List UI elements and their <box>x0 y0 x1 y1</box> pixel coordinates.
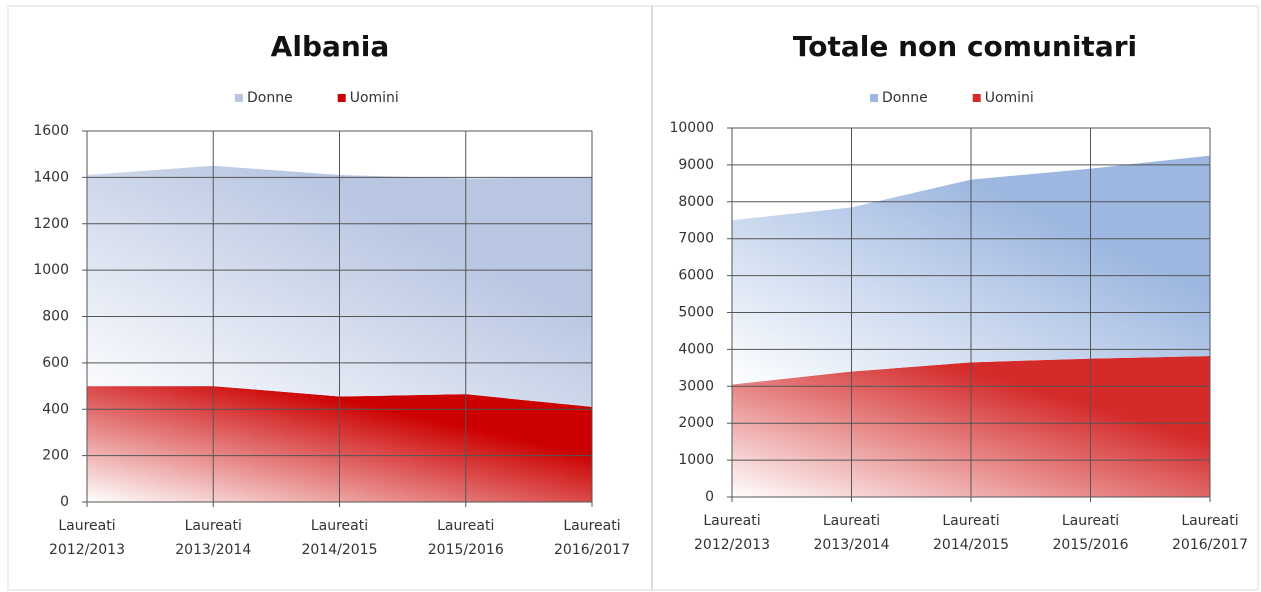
y-tick-label: 1400 <box>33 169 69 185</box>
y-tick-label: 1600 <box>33 123 69 139</box>
y-tick-label: 400 <box>42 401 69 417</box>
x-tick-label: Laureati 2015/2016 <box>1053 513 1129 553</box>
x-tick-label: Laureati 2016/2017 <box>1172 513 1248 553</box>
x-tick-label: Laureati 2014/2015 <box>933 513 1009 553</box>
x-tick-label: Laureati 2013/2014 <box>814 513 890 553</box>
y-tick-label: 1000 <box>678 452 714 468</box>
y-tick-label: 9000 <box>678 157 714 173</box>
x-tick-label: Laureati 2012/2013 <box>49 518 125 558</box>
y-tick-label: 4000 <box>678 341 714 357</box>
y-tick-label: 800 <box>42 309 69 325</box>
x-tick-label: Laureati 2016/2017 <box>554 518 630 558</box>
legend-swatch <box>972 94 981 102</box>
y-tick-label: 0 <box>705 489 714 505</box>
y-tick-label: 10000 <box>669 120 714 136</box>
x-tick-label: Laureati 2012/2013 <box>694 513 770 553</box>
legend-swatch <box>337 94 346 102</box>
frame <box>7 5 1259 591</box>
legend-label: Donne <box>247 90 293 106</box>
y-tick-label: 0 <box>60 494 69 510</box>
legend-label: Uomini <box>985 90 1034 106</box>
y-tick-label: 3000 <box>678 378 714 394</box>
y-tick-label: 6000 <box>678 268 714 284</box>
y-tick-label: 1200 <box>33 216 69 232</box>
x-tick-label: Laureati 2015/2016 <box>428 518 504 558</box>
chart-title: Albania <box>271 30 390 63</box>
x-tick-label: Laureati 2014/2015 <box>302 518 378 558</box>
legend-swatch <box>235 94 243 102</box>
legend-label: Uomini <box>350 90 399 106</box>
y-tick-label: 2000 <box>678 415 714 431</box>
y-tick-label: 600 <box>42 355 69 371</box>
legend-label: Donne <box>882 90 928 106</box>
y-tick-label: 1000 <box>33 262 69 278</box>
legend-swatch <box>870 94 878 102</box>
y-tick-label: 7000 <box>678 231 714 247</box>
y-tick-label: 8000 <box>678 194 714 210</box>
y-tick-label: 5000 <box>678 305 714 321</box>
y-tick-label: 200 <box>42 448 69 464</box>
x-tick-label: Laureati 2013/2014 <box>175 518 251 558</box>
chart-title: Totale non comunitari <box>793 30 1137 63</box>
